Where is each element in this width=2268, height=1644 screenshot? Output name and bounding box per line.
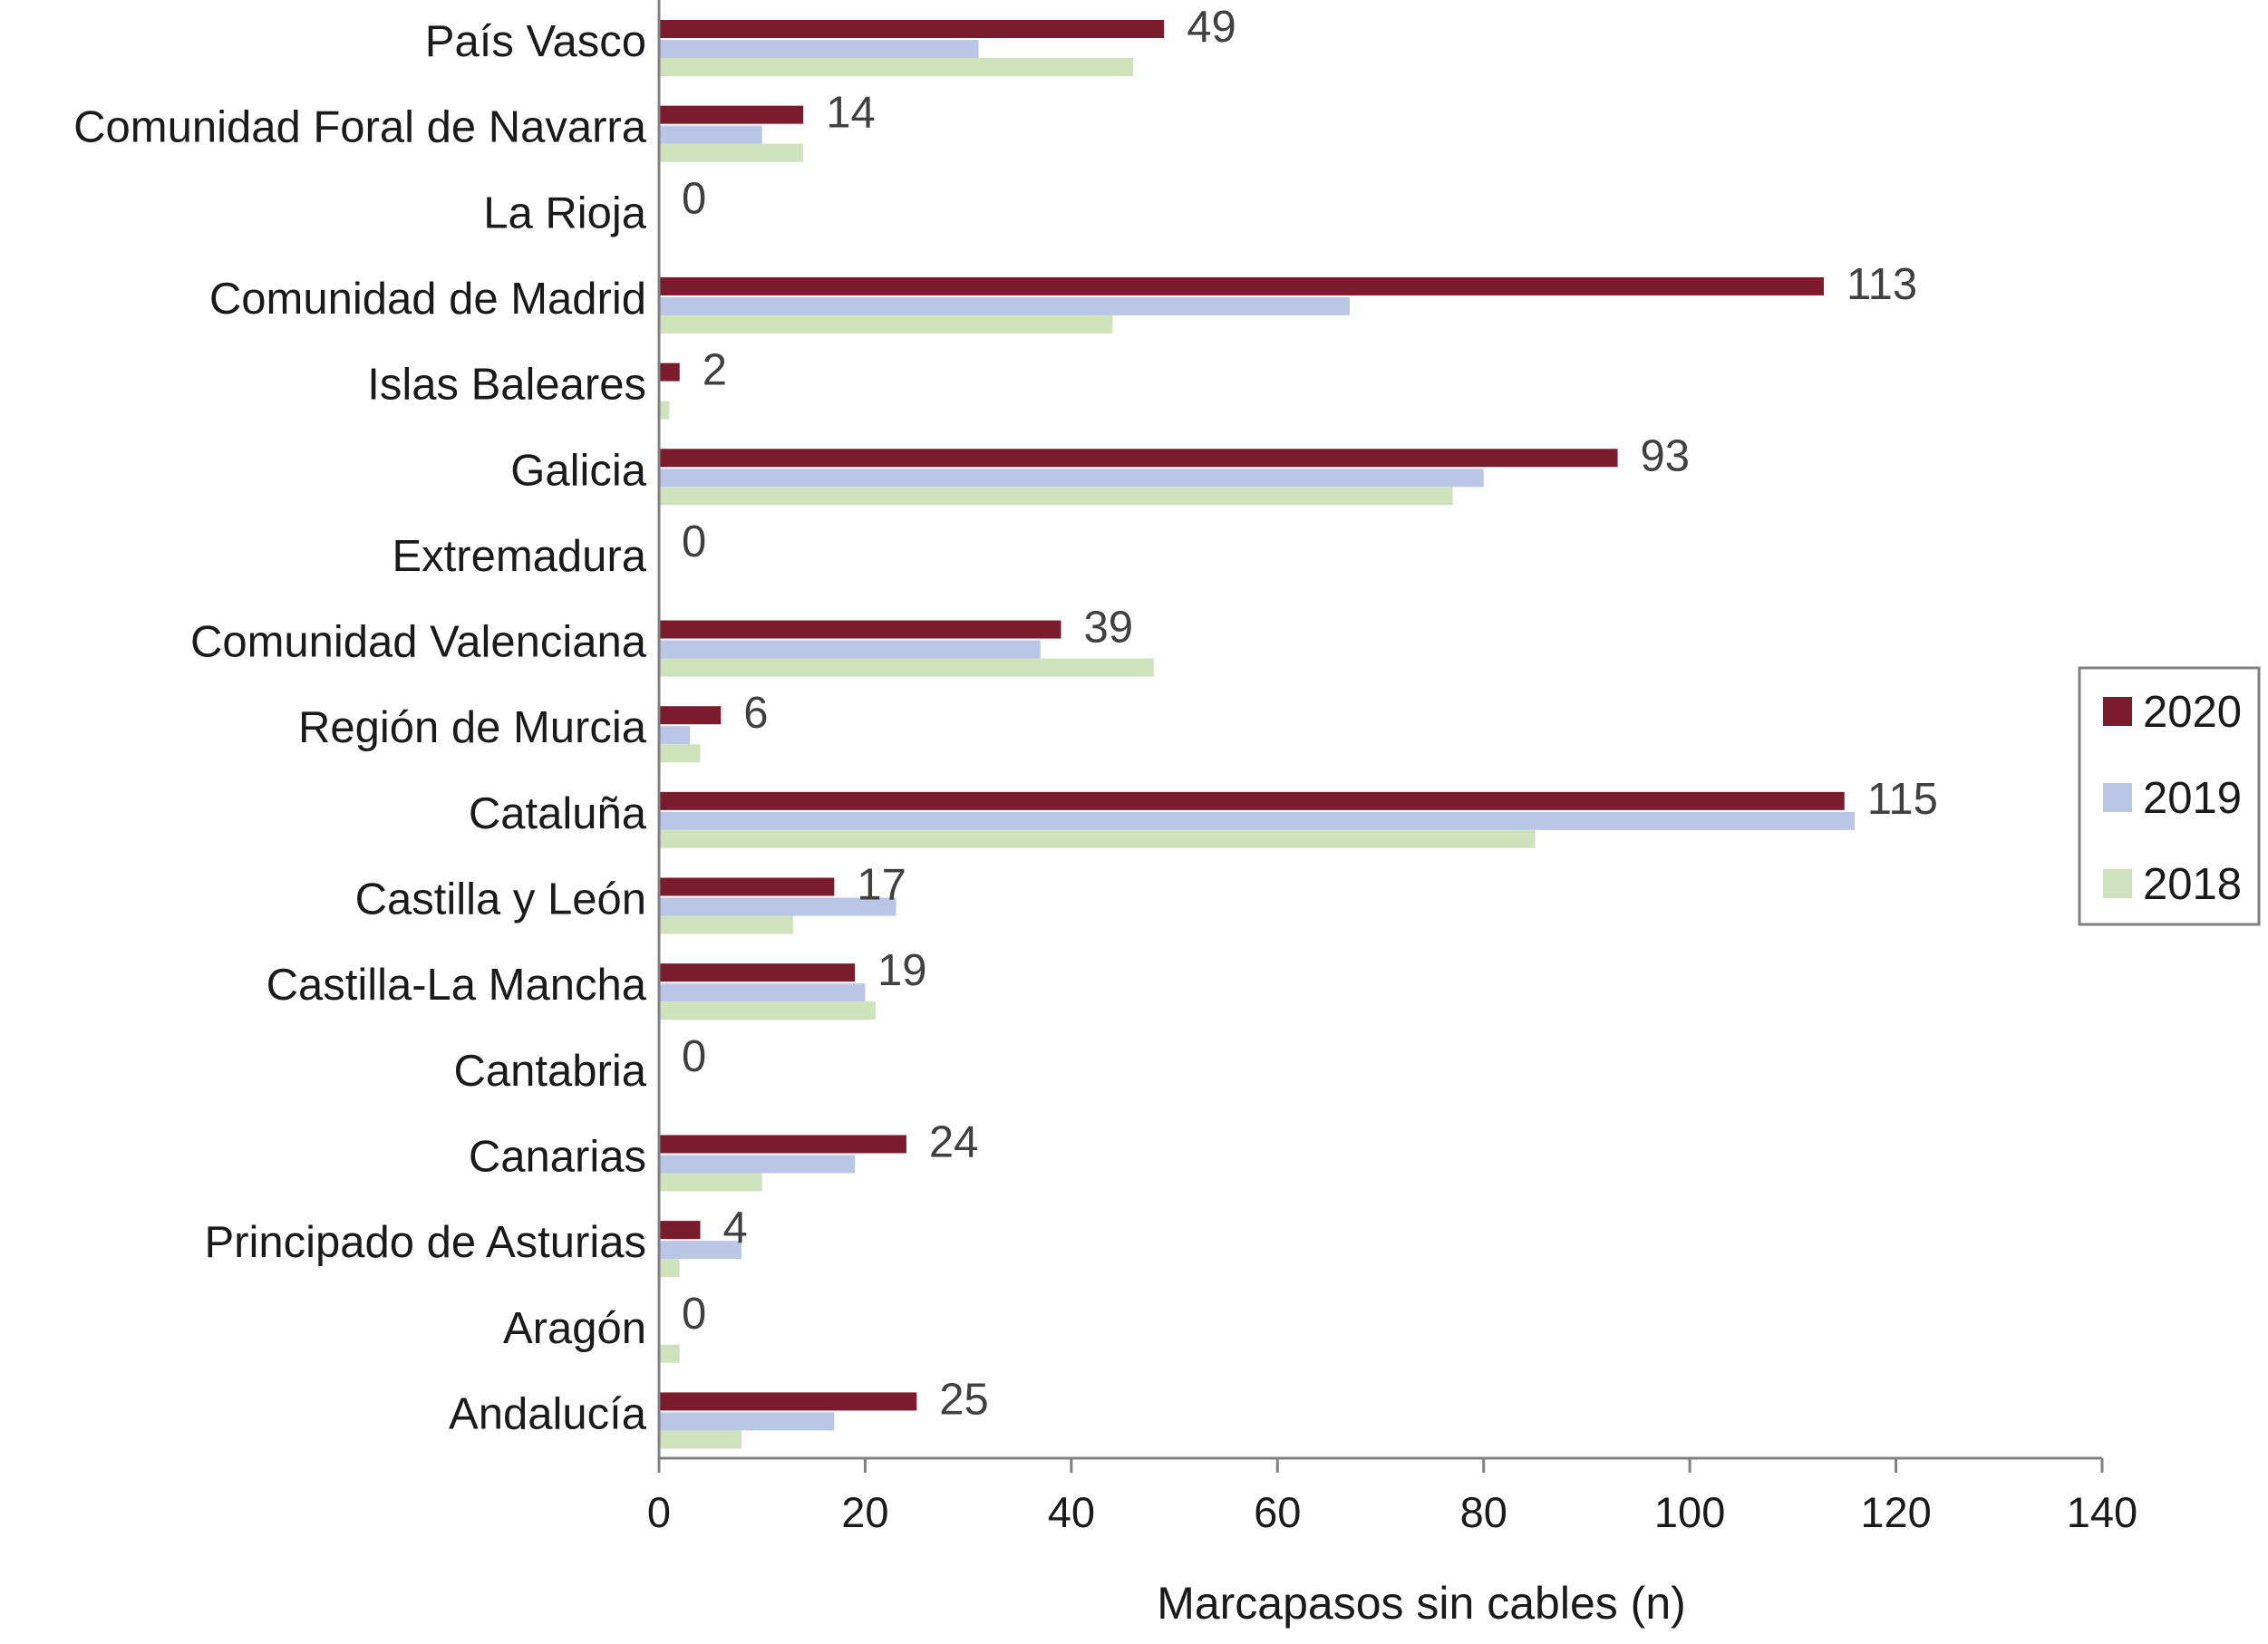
category-label: Canarias <box>469 1132 646 1181</box>
category-label: Islas Baleares <box>367 361 646 410</box>
bar-2020 <box>659 791 1845 810</box>
data-label: 0 <box>682 517 706 566</box>
x-axis-title: Marcapasos sin cables (n) <box>1157 1578 1686 1629</box>
category-label: País Vasco <box>425 17 646 66</box>
bar-2019 <box>659 983 866 1002</box>
bar-2019 <box>659 726 691 745</box>
category-label: Comunidad Valenciana <box>190 618 647 667</box>
bar-2019 <box>659 640 1041 659</box>
bar-2020 <box>659 1392 917 1411</box>
data-label: 14 <box>826 89 876 138</box>
bar-2018 <box>659 1173 762 1192</box>
bar-2020 <box>659 105 804 124</box>
bar-2018 <box>659 314 1113 334</box>
category-label: Comunidad Foral de Navarra <box>73 103 647 152</box>
x-tick-label: 20 <box>841 1488 888 1536</box>
bar-2018 <box>659 658 1154 677</box>
bar-2019 <box>659 1155 856 1174</box>
bar-2018 <box>659 744 701 763</box>
x-tick-label: 0 <box>647 1488 671 1536</box>
category-label: Galicia <box>510 446 647 495</box>
bar-2018 <box>659 829 1536 848</box>
bar-2019 <box>659 897 897 916</box>
data-label: 25 <box>939 1375 989 1424</box>
bar-2019 <box>659 469 1484 488</box>
bar-2018 <box>659 401 670 420</box>
data-label: 93 <box>1641 431 1691 480</box>
data-label: 4 <box>722 1204 747 1252</box>
bar-2020 <box>659 276 1824 295</box>
bar-2019 <box>659 40 979 58</box>
bar-2020 <box>659 449 1618 468</box>
bar-2020 <box>659 620 1061 639</box>
legend-label: 2019 <box>2143 774 2242 823</box>
x-tick-label: 120 <box>1860 1488 1931 1536</box>
category-label: Andalucía <box>449 1389 647 1438</box>
bar-2020 <box>659 877 835 896</box>
x-tick-label: 140 <box>2067 1488 2137 1536</box>
data-label: 0 <box>682 1032 706 1081</box>
bar-2020 <box>659 20 1165 38</box>
bars-group <box>659 20 1856 1449</box>
category-label: Castilla y León <box>355 875 646 924</box>
bar-2018 <box>659 915 793 934</box>
bar-2018 <box>659 487 1453 506</box>
bar-2018 <box>659 143 804 162</box>
bar-2020 <box>659 1135 906 1154</box>
bar-2018 <box>659 58 1134 76</box>
bar-2018 <box>659 1001 876 1020</box>
bar-2019 <box>659 1412 835 1431</box>
bar-2020 <box>659 963 856 982</box>
bar-2018 <box>659 1344 680 1363</box>
legend: 2020 2019 2018 <box>2078 666 2261 926</box>
data-label: 2 <box>703 346 727 395</box>
x-tick-label: 100 <box>1654 1488 1725 1536</box>
data-label: 24 <box>929 1117 979 1166</box>
data-label: 0 <box>682 1290 706 1339</box>
data-label: 0 <box>682 174 706 223</box>
data-label: 39 <box>1083 604 1133 653</box>
data-label: 19 <box>877 946 927 995</box>
category-label: Aragón <box>503 1304 646 1353</box>
bar-2019 <box>659 811 1856 830</box>
bar-2019 <box>659 296 1350 315</box>
category-label: Castilla-La Mancha <box>267 961 647 1010</box>
x-tick-label: 80 <box>1460 1488 1507 1536</box>
legend-swatch-2019 <box>2103 783 2132 812</box>
category-label: Extremadura <box>392 532 646 581</box>
data-label: 6 <box>743 689 768 738</box>
x-ticks-group: 0 20 40 60 80 100 120 140 <box>647 1458 2137 1536</box>
x-tick-label: 60 <box>1254 1488 1301 1536</box>
category-label: Cataluña <box>469 789 647 838</box>
bar-2018 <box>659 1430 741 1449</box>
data-label: 17 <box>857 861 906 910</box>
legend-label: 2018 <box>2143 860 2242 909</box>
category-label: Región de Murcia <box>298 703 647 752</box>
data-label: 49 <box>1187 3 1236 52</box>
category-label: La Rioja <box>483 189 647 237</box>
legend-swatch-2020 <box>2103 697 2132 726</box>
legend-label: 2020 <box>2143 688 2242 737</box>
category-label: Principado de Asturias <box>204 1218 646 1267</box>
bar-2020 <box>659 1221 701 1240</box>
category-labels-group: País Vasco Comunidad Foral de Navarra La R… <box>73 17 647 1438</box>
category-label: Cantabria <box>454 1047 647 1096</box>
bar-2020 <box>659 363 680 382</box>
bar-2019 <box>659 1241 741 1260</box>
x-tick-label: 40 <box>1048 1488 1095 1536</box>
bar-2020 <box>659 706 722 725</box>
data-label: 115 <box>1867 775 1938 824</box>
bar-2018 <box>659 1259 680 1278</box>
legend-swatch-2018 <box>2103 869 2132 898</box>
category-label: Comunidad de Madrid <box>209 275 646 324</box>
bar-2019 <box>659 125 762 144</box>
data-label: 113 <box>1846 260 1917 309</box>
